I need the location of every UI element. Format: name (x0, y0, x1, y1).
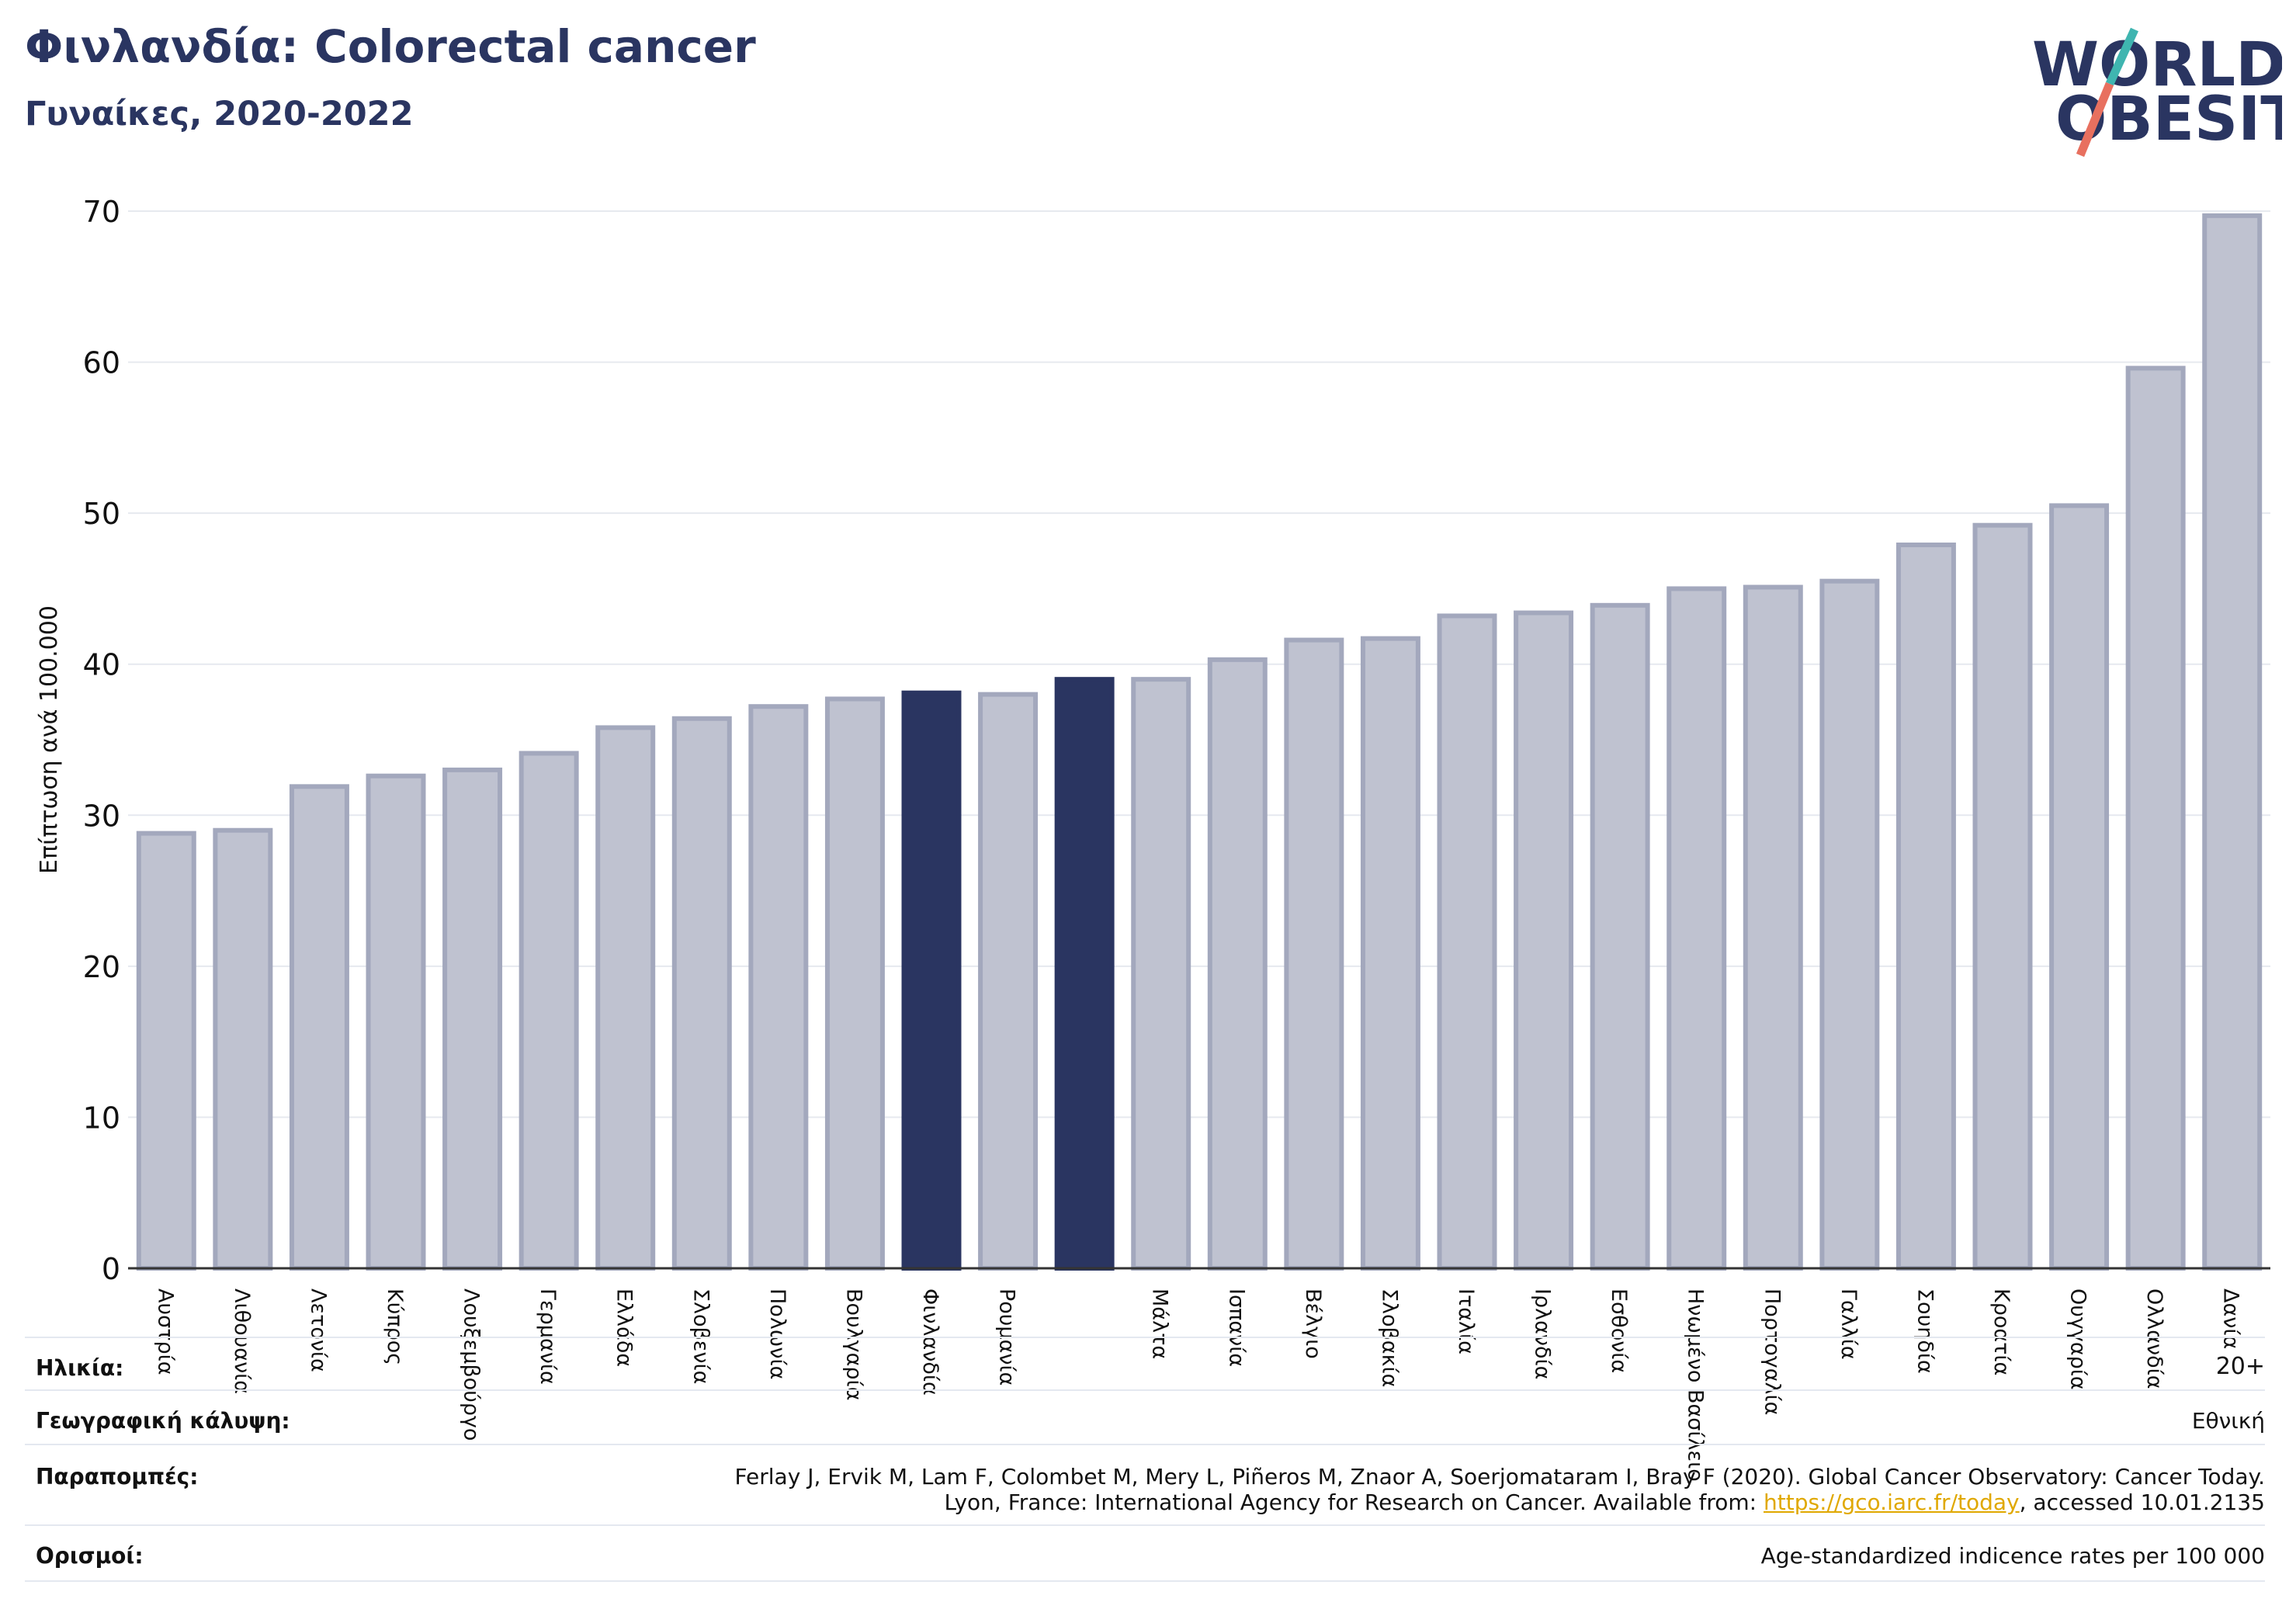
bar (1131, 677, 1191, 1271)
info-table-bottom-border (25, 1580, 2265, 1582)
x-category-label: Βουλγαρία (841, 1288, 865, 1401)
x-category-label: Φινλανδία (918, 1288, 942, 1396)
info-row-definitions: Ορισμοί: Age-standardized indicence rate… (25, 1524, 2265, 1582)
bar (1207, 657, 1268, 1271)
chart-title: Φινλανδία: Colorectal cancer (25, 20, 756, 73)
y-axis-label: Επίπτωση ανά 100.000 (36, 605, 63, 874)
bar (2049, 503, 2110, 1271)
bar (978, 692, 1039, 1271)
x-category-label: Σλοβενία (688, 1288, 713, 1384)
y-tick-label: 0 (102, 1252, 120, 1286)
info-row-coverage: Γεωγραφική κάλυψη: Εθνική (25, 1389, 2265, 1445)
y-tick-label: 10 (83, 1101, 120, 1135)
bar (1972, 522, 2033, 1271)
bar (2125, 366, 2186, 1271)
x-category-label: Λετονία (306, 1288, 330, 1372)
references-line-2: Lyon, France: International Agency for R… (734, 1489, 2265, 1515)
references-link[interactable]: https://gco.iarc.fr/today (1764, 1489, 2020, 1515)
bar (1360, 636, 1420, 1271)
x-category-label: Αυστρία (153, 1288, 177, 1375)
bar (1895, 543, 1956, 1271)
references-line-2-start: Lyon, France: International Agency for R… (944, 1489, 1764, 1515)
bar (1743, 584, 1803, 1271)
bar (1437, 613, 1497, 1271)
x-category-label: Λιθουανία (230, 1288, 254, 1394)
bar (2202, 213, 2263, 1271)
y-tick-label: 60 (83, 346, 120, 380)
bar (595, 725, 656, 1271)
x-category-label: Δανία (2219, 1288, 2243, 1349)
y-tick-label: 50 (83, 497, 120, 531)
x-category-label: Πολωνία (765, 1288, 789, 1379)
x-category-label: Σουηδία (1913, 1288, 1937, 1374)
x-category-label: Ολλανδία (2142, 1288, 2166, 1389)
bar (1284, 637, 1344, 1271)
x-category-label: Λουξεμβούργο (460, 1288, 484, 1441)
x-category-label: Ισπανία (1224, 1288, 1248, 1367)
x-axis-category-labels: Αυστρία Λιθουανία Λετονία Κύπρος Λουξεμβούργ… (153, 1288, 2242, 1482)
age-key: Ηλικία: (36, 1355, 124, 1381)
x-category-label: Ιταλία (1454, 1288, 1478, 1354)
bar (136, 831, 196, 1271)
coverage-value: Εθνική (2191, 1408, 2265, 1434)
coverage-key: Γεωγραφική κάλυψη: (36, 1408, 290, 1434)
world-obesity-logo: WORLD OBESITY (2032, 27, 2282, 158)
bar (1819, 578, 1880, 1271)
y-tick-label: 20 (83, 950, 120, 984)
references-key: Παραπομπές: (36, 1464, 199, 1489)
bar-highlighted (901, 690, 962, 1271)
y-tick-label: 30 (83, 799, 120, 833)
bars (136, 213, 2263, 1271)
logo-word-world: WORLD (2032, 30, 2282, 100)
bar (671, 716, 732, 1271)
x-category-label: Μάλτα (1148, 1288, 1172, 1359)
bar (442, 767, 503, 1271)
y-tick-label: 70 (83, 195, 120, 229)
bar (748, 704, 809, 1271)
references-line-1: Ferlay J, Ervik M, Lam F, Colombet M, Me… (734, 1464, 2265, 1489)
definitions-value: Age-standardized indicence rates per 100… (1760, 1543, 2265, 1569)
x-category-label: Κροατία (1989, 1288, 2013, 1375)
bar (1667, 586, 1727, 1271)
x-category-label: Γερμανία (536, 1288, 560, 1385)
bar (1514, 610, 1574, 1271)
bar (366, 773, 426, 1271)
bar (824, 696, 885, 1271)
bar (213, 827, 273, 1271)
info-row-references: Παραπομπές: Ferlay J, Ervik M, Lam F, Co… (25, 1444, 2265, 1523)
logo-slash-coral (2076, 81, 2114, 158)
x-category-label: Ουγγαρία (2066, 1288, 2090, 1390)
y-axis-ticks: 0 10 20 30 40 50 60 70 (83, 195, 120, 1286)
references-value: Ferlay J, Ervik M, Lam F, Colombet M, Me… (734, 1464, 2265, 1515)
bar (289, 784, 349, 1271)
x-category-label: Βέλγιο (1301, 1288, 1325, 1359)
bar (519, 751, 579, 1271)
x-category-label: Ηνωμένο Βασίλειο (1684, 1288, 1708, 1482)
chart-subtitle: Γυναίκες, 2020-2022 (25, 95, 414, 134)
references-line-2-end: , accessed 10.01.2135 (2019, 1489, 2265, 1515)
bar-highlighted (1054, 677, 1115, 1271)
x-category-label: Γαλλία (1836, 1288, 1861, 1360)
x-category-label: Πορτογαλία (1760, 1288, 1784, 1415)
x-category-label: Ιρλανδία (1531, 1288, 1555, 1379)
age-value: 20+ (2215, 1353, 2265, 1380)
bar (1590, 602, 1650, 1271)
logo-slash-teal (2105, 27, 2139, 86)
y-tick-label: 40 (83, 648, 120, 682)
x-category-label: Εσθονία (1607, 1288, 1631, 1373)
x-category-label: Ελλάδα (612, 1288, 636, 1367)
definitions-key: Ορισμοί: (36, 1543, 144, 1569)
x-category-label: Κύπρος (383, 1288, 407, 1365)
info-row-age: Ηλικία: 20+ (25, 1337, 2265, 1391)
